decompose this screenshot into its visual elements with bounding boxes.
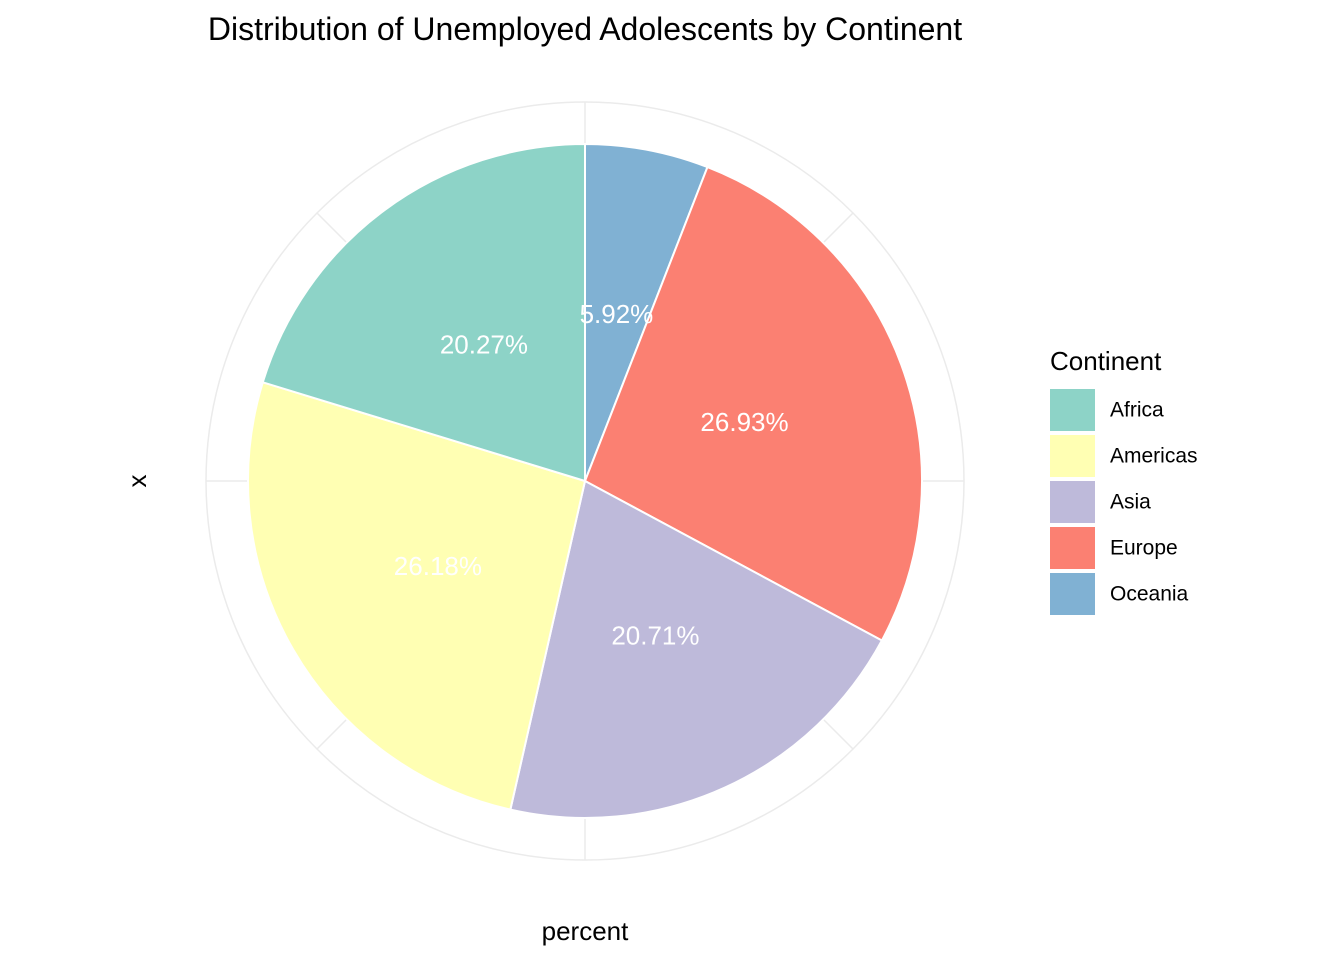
slice-africa <box>261 142 586 483</box>
legend-swatch-americas <box>1050 435 1095 477</box>
legend-label-africa: Africa <box>1110 399 1164 422</box>
chart-title: Distribution of Unemployed Adolescents b… <box>208 11 962 47</box>
slice-oceania <box>584 142 709 482</box>
legend-swatch-asia <box>1050 481 1095 523</box>
slice-americas <box>247 381 587 811</box>
slice-asia <box>509 479 884 819</box>
legend-label-oceania: Oceania <box>1110 583 1189 606</box>
slice-label-asia: 20.71% <box>611 621 699 651</box>
legend-label-asia: Asia <box>1110 491 1151 514</box>
legend: Continent Africa Americas Asia Europe Oceani… <box>1050 346 1198 615</box>
pie-slices <box>247 142 923 819</box>
legend-title: Continent <box>1050 346 1162 376</box>
legend-label-americas: Americas <box>1110 445 1198 468</box>
slice-label-americas: 26.18% <box>394 551 482 581</box>
legend-swatch-africa <box>1050 389 1095 431</box>
legend-swatch-oceania <box>1050 573 1095 615</box>
slice-europe <box>583 165 923 642</box>
slice-label-europe: 26.93% <box>700 407 788 437</box>
legend-swatch-europe <box>1050 527 1095 569</box>
slice-label-africa: 20.27% <box>440 329 528 359</box>
legend-items: Africa Americas Asia Europe Oceania <box>1050 389 1198 615</box>
legend-label-europe: Europe <box>1110 537 1178 560</box>
y-axis-title: x <box>122 475 152 488</box>
slice-labels: 5.92% 26.93% 20.71% 26.18% 20.27% <box>394 299 789 651</box>
slice-label-oceania: 5.92% <box>580 299 654 329</box>
x-axis-title: percent <box>542 916 629 946</box>
